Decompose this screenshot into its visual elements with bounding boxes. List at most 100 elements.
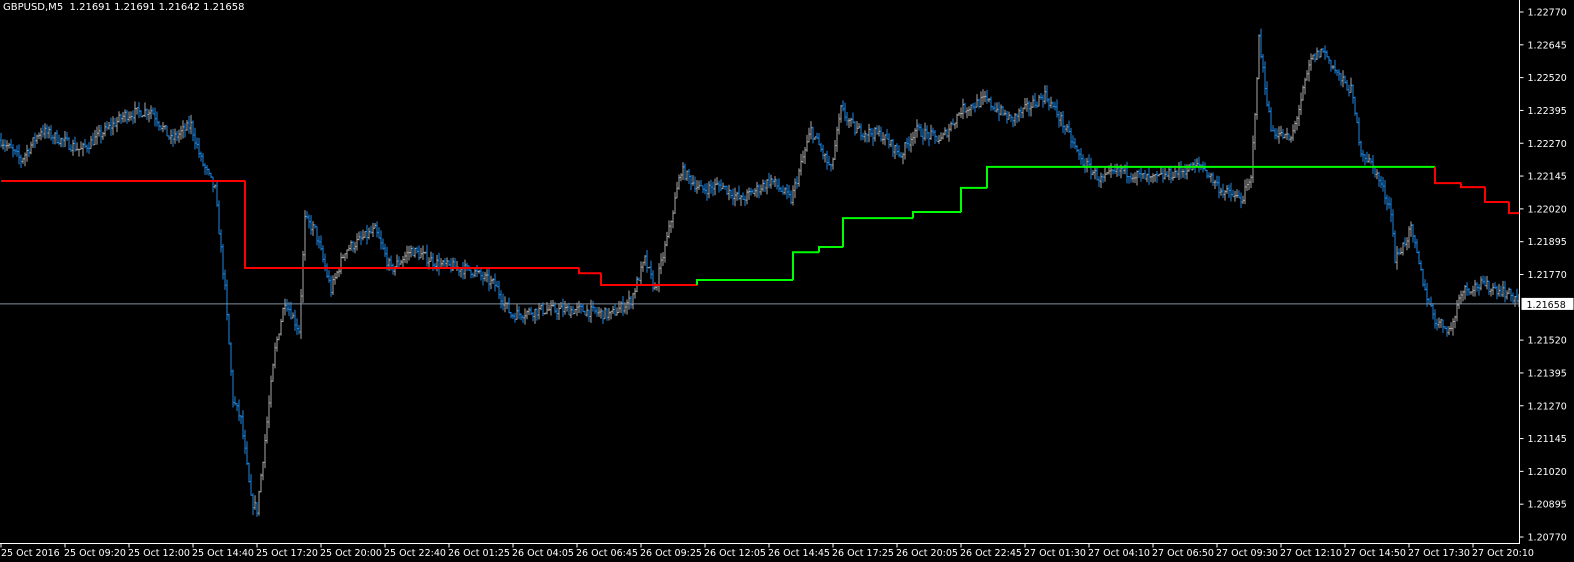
price-bar bbox=[1478, 283, 1480, 296]
price-bar bbox=[964, 102, 966, 114]
price-bar bbox=[508, 297, 510, 314]
price-bar bbox=[568, 302, 570, 316]
price-bar bbox=[580, 303, 582, 314]
price-bar bbox=[1456, 300, 1458, 322]
price-bar bbox=[290, 301, 292, 320]
x-tick-label: 26 Oct 17:25 bbox=[832, 548, 894, 559]
price-bar bbox=[518, 306, 520, 320]
price-bar bbox=[828, 155, 830, 166]
price-bar bbox=[1386, 194, 1388, 211]
price-bar bbox=[1232, 189, 1234, 198]
price-bar bbox=[782, 185, 784, 195]
price-bar bbox=[50, 124, 52, 141]
price-bar bbox=[1182, 168, 1184, 178]
price-bar bbox=[1510, 288, 1512, 302]
price-bar bbox=[1464, 285, 1466, 300]
price-bar bbox=[1114, 163, 1116, 175]
price-bar bbox=[642, 261, 644, 272]
price-bar bbox=[70, 144, 72, 153]
price-bar bbox=[728, 184, 730, 201]
price-bar bbox=[1472, 285, 1474, 297]
x-tick-label: 26 Oct 12:05 bbox=[704, 548, 766, 559]
price-bar bbox=[1282, 129, 1284, 140]
price-bar bbox=[772, 178, 774, 185]
price-bar bbox=[832, 157, 834, 170]
price-bar bbox=[888, 133, 890, 149]
price-bar bbox=[210, 172, 212, 179]
price-bar bbox=[986, 89, 988, 104]
price-bar bbox=[478, 269, 480, 274]
price-bar bbox=[640, 261, 642, 286]
price-bar bbox=[1384, 179, 1386, 205]
indicator-segment bbox=[1460, 183, 1485, 189]
price-bar bbox=[376, 221, 378, 238]
price-bar bbox=[1466, 282, 1468, 296]
price-bar bbox=[1026, 97, 1028, 112]
price-bar bbox=[870, 127, 872, 137]
price-bar bbox=[798, 168, 800, 187]
price-bar bbox=[1002, 106, 1004, 116]
price-bar bbox=[1430, 296, 1432, 308]
price-bar bbox=[1176, 170, 1178, 178]
price-bar bbox=[686, 170, 688, 181]
price-bar bbox=[1318, 50, 1320, 59]
price-bar bbox=[1344, 75, 1346, 84]
price-bar bbox=[576, 302, 578, 316]
indicator-segment bbox=[696, 279, 793, 285]
price-bar bbox=[672, 210, 674, 229]
x-tick-label: 27 Oct 14:50 bbox=[1344, 548, 1406, 559]
price-bar bbox=[1144, 170, 1146, 180]
ohlc-values: 1.21691 1.21691 1.21642 1.21658 bbox=[69, 2, 245, 13]
price-bar bbox=[872, 128, 874, 146]
price-bar bbox=[0, 132, 2, 148]
price-bar bbox=[1058, 110, 1060, 128]
price-bar bbox=[114, 118, 116, 128]
price-bar bbox=[596, 306, 598, 317]
price-bar bbox=[1258, 34, 1260, 80]
price-bar bbox=[1110, 163, 1112, 178]
price-bar bbox=[1178, 161, 1180, 180]
price-bar bbox=[1100, 172, 1102, 189]
price-bar bbox=[738, 185, 740, 201]
price-bar bbox=[1180, 161, 1182, 179]
price-bar bbox=[250, 474, 252, 496]
price-bar bbox=[1398, 248, 1400, 256]
price-bar bbox=[524, 308, 526, 325]
axis-frame bbox=[0, 0, 1520, 544]
price-bar bbox=[198, 137, 200, 159]
price-bar bbox=[112, 116, 114, 136]
price-bar bbox=[732, 188, 734, 206]
price-bar bbox=[444, 257, 446, 268]
price-bar bbox=[1042, 94, 1044, 108]
price-bar bbox=[846, 112, 848, 126]
x-tick-label: 25 Oct 09:20 bbox=[64, 548, 126, 559]
price-bar bbox=[1214, 179, 1216, 190]
price-bar bbox=[1138, 169, 1140, 178]
price-bar bbox=[906, 137, 908, 149]
y-tick-label: 1.21145 bbox=[1528, 434, 1567, 445]
price-bar bbox=[534, 308, 536, 324]
price-bar bbox=[1290, 135, 1292, 143]
chart-title: GBPUSD,M5 1.21691 1.21691 1.21642 1.2165… bbox=[3, 2, 245, 13]
price-bar bbox=[1044, 85, 1046, 105]
y-tick-label: 1.22520 bbox=[1528, 73, 1567, 84]
price-bar bbox=[904, 141, 906, 160]
price-bar bbox=[1268, 100, 1270, 113]
price-bar bbox=[708, 181, 710, 199]
indicator-segment bbox=[986, 165, 1435, 188]
price-bar bbox=[662, 252, 664, 266]
price-bar bbox=[48, 126, 50, 139]
price-bar bbox=[76, 142, 78, 151]
price-bar bbox=[278, 333, 280, 341]
price-bar bbox=[1352, 84, 1354, 104]
price-bar bbox=[1360, 140, 1362, 157]
price-bar bbox=[988, 98, 990, 103]
indicator-segment bbox=[244, 181, 579, 269]
indicator-segment bbox=[578, 267, 601, 275]
price-bar bbox=[588, 309, 590, 322]
price-bar bbox=[1228, 184, 1230, 198]
price-bar bbox=[1128, 175, 1130, 184]
price-bar bbox=[980, 91, 982, 108]
price-bar bbox=[1392, 209, 1394, 237]
